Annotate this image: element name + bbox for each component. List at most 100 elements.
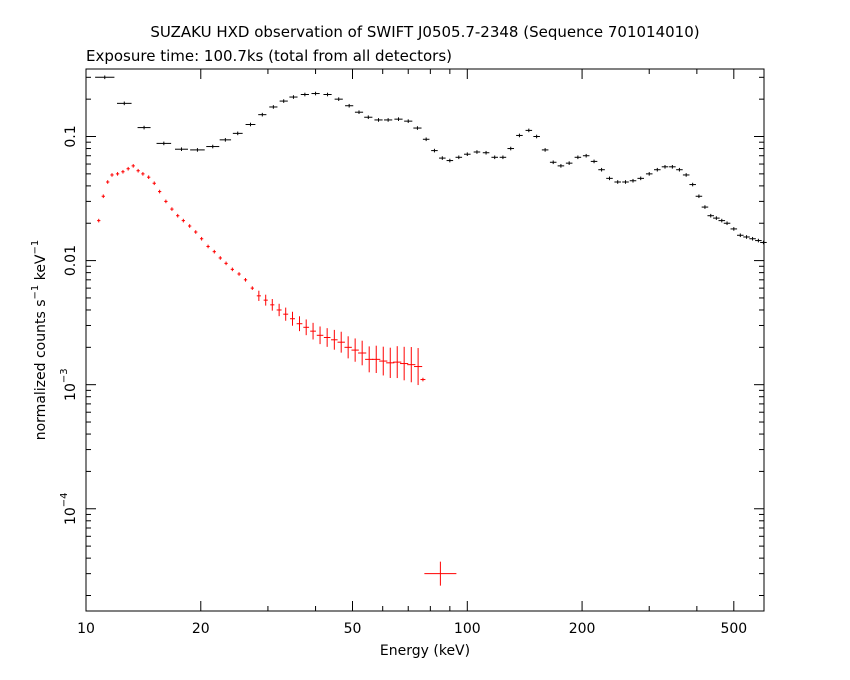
data-point [232,131,243,136]
data-point [316,326,324,345]
data-point [372,345,381,374]
data-point [464,152,471,157]
data-point [404,119,413,123]
x-tick-label: 10 [77,621,95,637]
data-point [431,148,438,153]
data-point [245,122,256,127]
data-point [152,181,156,186]
data-point [582,153,590,158]
data-point [310,322,316,340]
x-tick-label: 50 [344,621,362,637]
data-point [455,155,463,160]
data-point [413,126,422,130]
data-point [364,115,373,120]
data-point [170,207,174,211]
data-point [296,316,303,332]
y-tick-label: 10−4 [59,492,79,525]
data-point [407,347,416,383]
data-point [439,156,446,160]
data-point [749,236,756,241]
data-point [669,165,676,169]
y-tick-label: 0.1 [63,125,79,147]
y-minor-ticks [86,76,764,596]
data-point [147,175,151,179]
data-point [507,146,515,151]
data-point [116,101,132,106]
data-point [499,155,507,160]
data-point [379,346,388,376]
data-point [331,329,338,350]
data-point [358,340,367,366]
data-point [533,134,540,139]
y-tick-exponent: −4 [59,492,70,507]
data-point [695,194,703,199]
data-point [250,286,254,290]
data-point [590,159,598,164]
data-point [334,97,343,101]
data-point [206,244,210,249]
data-point [110,173,114,177]
data-point [541,148,549,152]
chart-title: SUZAKU HXD observation of SWIFT J0505.7-… [150,23,699,41]
data-point [230,267,234,272]
data-point [237,272,241,276]
data-point [206,144,220,149]
data-point [263,294,268,306]
data-point [737,233,744,238]
data-point [718,218,726,223]
x-minor-ticks [85,69,765,611]
data-point [755,238,762,243]
y-axis-label-exp2: −1 [30,240,41,255]
y-tick-base: 10 [63,507,79,525]
y-axis-label-exp1: −1 [30,285,41,300]
data-point [422,137,430,142]
data-point [374,118,383,122]
data-point [701,205,709,209]
x-tick-label: 200 [569,621,596,637]
data-point [491,155,498,160]
data-point [101,194,105,199]
data-point [713,216,720,220]
data-point [645,172,653,176]
y-tick-label-text: 0.01 [63,245,79,276]
data-point [565,161,573,165]
data-point [176,213,180,218]
data-point [637,176,645,181]
data-point [188,224,192,228]
data-point [323,328,331,347]
data-point [598,167,605,172]
data-point [256,290,261,301]
series-black [95,75,767,245]
data-point [557,164,565,168]
data-point [181,218,185,223]
data-point [446,158,454,163]
data-point [212,249,216,254]
data-point [141,172,145,176]
data-point [574,155,582,160]
data-point [344,336,352,359]
x-tick-labels: 10 20 50 100 200 500 [77,621,747,637]
data-point [337,331,345,353]
y-tick-exponent: −3 [59,368,70,383]
data-point [136,168,140,173]
data-point [219,138,232,142]
data-point [126,166,130,171]
data-point [283,307,289,321]
data-point [279,99,288,103]
data-point [345,103,354,108]
x-tick-label: 500 [720,621,747,637]
data-point [354,110,364,115]
data-point [384,118,393,122]
data-point [276,303,282,317]
data-point [218,256,222,260]
data-point [723,221,731,226]
data-point [115,172,120,176]
data-point [121,169,125,174]
chart-subtitle: Exposure time: 100.7ks (total from all d… [86,47,452,65]
data-point [661,165,669,169]
data-point [676,167,683,172]
data-point [300,92,309,97]
y-axis-label-prefix: normalized counts s [33,299,49,440]
series-red [97,164,457,586]
